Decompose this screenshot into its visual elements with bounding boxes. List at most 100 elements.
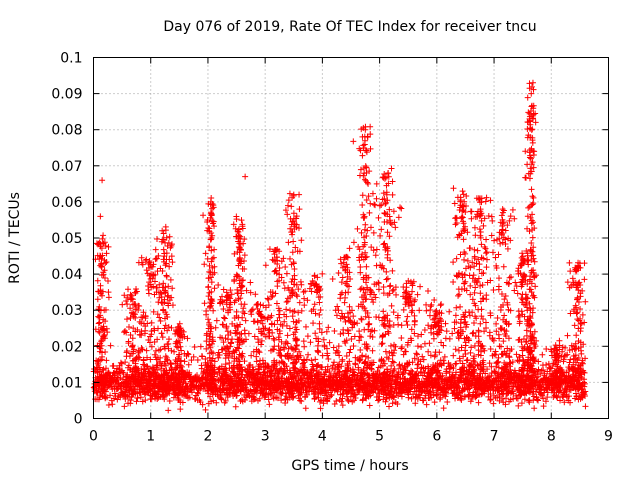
data-point (141, 391, 148, 398)
data-point (202, 250, 209, 257)
data-point (171, 348, 178, 355)
data-point (389, 352, 396, 359)
data-point (142, 397, 149, 404)
data-point (379, 340, 386, 347)
data-point (114, 376, 121, 383)
data-point (266, 401, 273, 408)
data-point (345, 397, 352, 404)
data-point (450, 352, 457, 359)
data-point (177, 406, 184, 413)
data-point (423, 401, 430, 408)
data-point (462, 347, 469, 354)
data-point (503, 395, 510, 402)
data-point (426, 312, 433, 319)
data-point (325, 355, 332, 362)
data-point (282, 263, 289, 270)
data-point (451, 200, 458, 207)
data-point (265, 296, 272, 303)
data-point (161, 396, 168, 403)
data-point (328, 391, 335, 398)
data-point (310, 320, 317, 327)
data-point (483, 194, 490, 201)
data-point (127, 400, 134, 407)
data-point (398, 334, 405, 341)
data-point (461, 280, 468, 287)
data-point (359, 202, 366, 209)
data-point (421, 327, 428, 334)
data-point (357, 166, 364, 173)
data-point (392, 224, 399, 231)
data-point (219, 346, 226, 353)
data-point (148, 396, 155, 403)
data-point (166, 233, 173, 240)
data-point (450, 278, 457, 285)
data-point (265, 363, 272, 370)
data-point (389, 358, 396, 365)
data-point (291, 266, 298, 273)
data-point (120, 369, 127, 376)
data-point (338, 279, 345, 286)
data-point (298, 237, 305, 244)
data-point (376, 202, 383, 209)
data-point (277, 366, 284, 373)
data-point (345, 289, 352, 296)
data-point (373, 313, 380, 320)
data-point (101, 274, 108, 281)
data-point (194, 356, 201, 363)
data-point (383, 276, 390, 283)
data-point (355, 366, 362, 373)
data-point (212, 324, 219, 331)
data-point (202, 406, 209, 413)
data-point (105, 289, 112, 296)
data-point (121, 403, 128, 410)
data-point (252, 291, 259, 298)
data-point (381, 209, 388, 216)
data-point (165, 407, 172, 414)
data-point (148, 319, 155, 326)
data-point (304, 333, 311, 340)
data-point (105, 243, 112, 250)
data-point (389, 191, 396, 198)
data-point (380, 308, 387, 315)
data-point (107, 392, 114, 399)
data-point (271, 321, 278, 328)
data-point (102, 348, 109, 355)
data-point (278, 258, 285, 265)
data-point (438, 301, 445, 308)
data-point (373, 262, 380, 269)
data-point (98, 272, 105, 279)
data-point (118, 360, 125, 367)
data-point (319, 270, 326, 277)
data-point (281, 370, 288, 377)
data-point (110, 362, 117, 369)
data-point (220, 314, 227, 321)
data-point (205, 224, 212, 231)
data-point (452, 312, 459, 319)
data-point (242, 317, 249, 324)
data-point (201, 300, 208, 307)
data-point (256, 395, 263, 402)
data-point (343, 353, 350, 360)
data-point (302, 405, 309, 412)
data-point (123, 316, 130, 323)
data-point (388, 165, 395, 172)
data-point (469, 296, 476, 303)
data-point (460, 236, 467, 243)
data-point (125, 286, 132, 293)
data-point (137, 394, 144, 401)
data-point (411, 317, 418, 324)
data-point (395, 214, 402, 221)
data-point (317, 306, 324, 313)
data-point (404, 321, 411, 328)
data-point (195, 390, 202, 397)
data-point (105, 402, 112, 409)
data-point (159, 334, 166, 341)
data-point (352, 354, 359, 361)
data-point (539, 351, 546, 358)
data-point (152, 347, 159, 354)
data-point (300, 338, 307, 345)
data-point (222, 397, 229, 404)
data-point (373, 246, 380, 253)
data-point (332, 366, 339, 373)
data-point (357, 269, 364, 276)
